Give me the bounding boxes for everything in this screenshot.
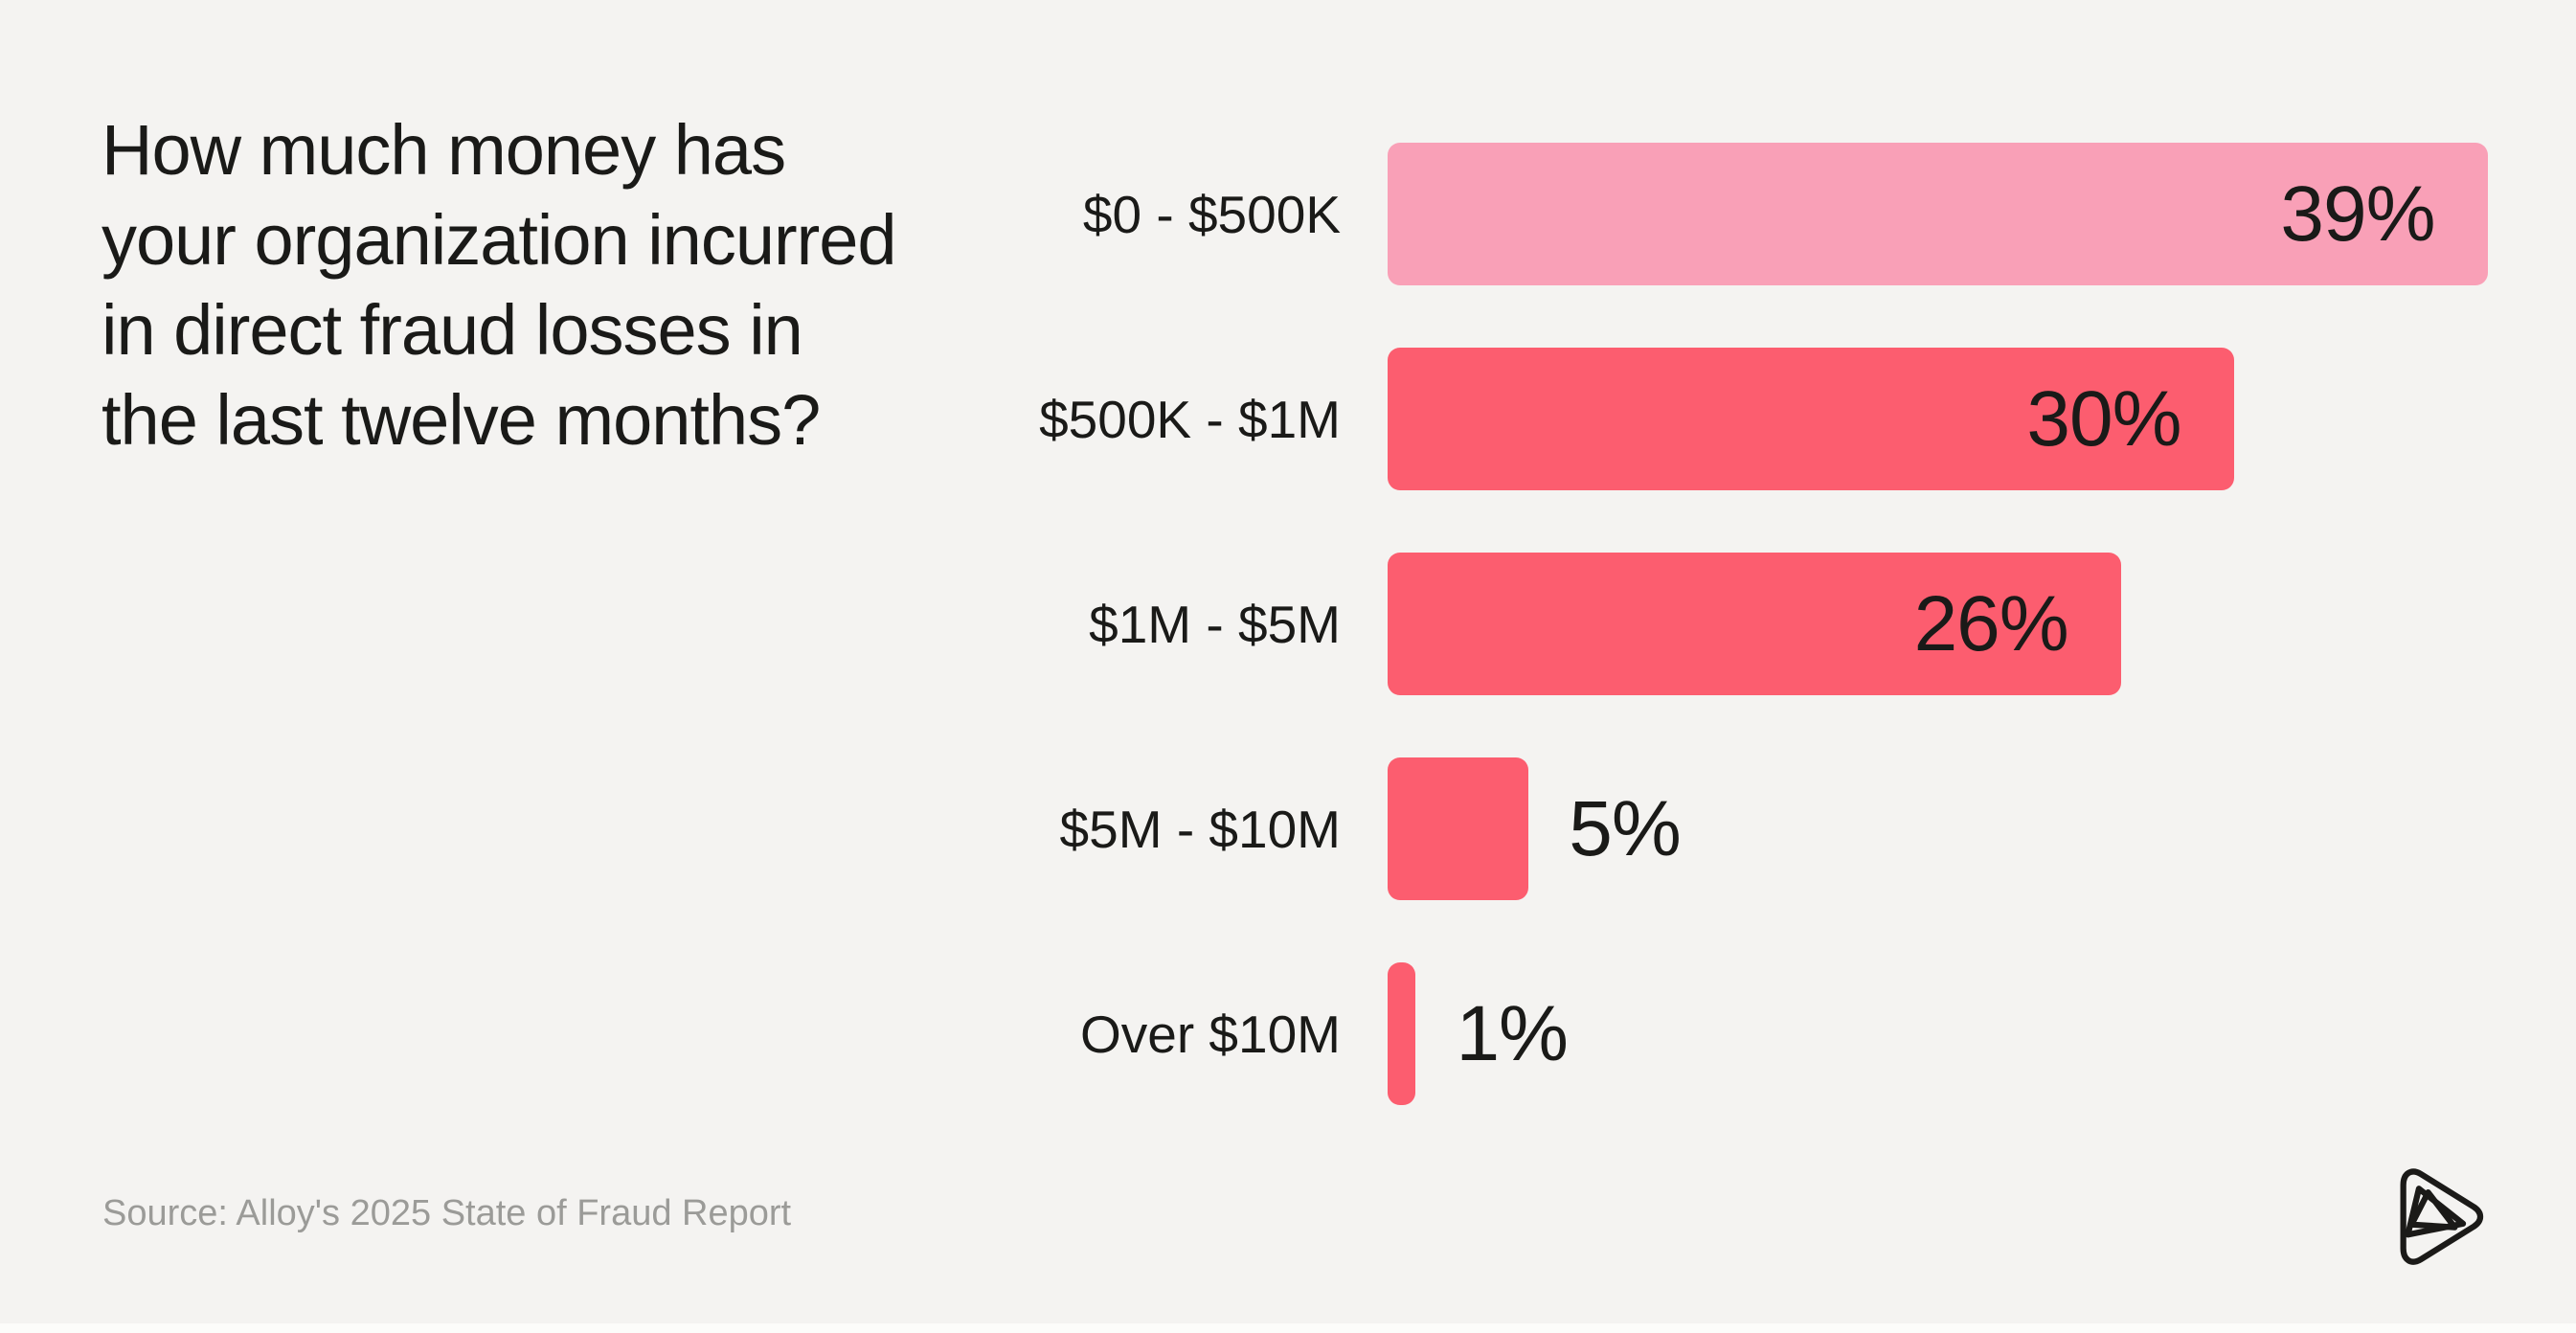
- chart-title: How much money has your organization inc…: [102, 110, 897, 460]
- bar-chart: $0 - $500K 39% $500K - $1M 30% $1M - $5M…: [0, 143, 2576, 1167]
- bar: 26%: [1388, 553, 2121, 695]
- bar-row: Over $10M 1%: [0, 962, 2576, 1105]
- bottom-edge-strip: [0, 1323, 2576, 1333]
- category-label: $1M - $5M: [1089, 594, 1341, 654]
- value-label: 26%: [1913, 579, 2069, 667]
- bar-row: $5M - $10M 5%: [0, 757, 2576, 900]
- value-label: 5%: [1569, 784, 1682, 872]
- bar-row: $500K - $1M 30%: [0, 348, 2576, 490]
- category-label: $500K - $1M: [1039, 389, 1341, 449]
- category-label: Over $10M: [1079, 1004, 1341, 1064]
- value-label: 39%: [2280, 169, 2435, 258]
- bar: 30%: [1388, 348, 2234, 490]
- value-label: 30%: [2026, 374, 2181, 463]
- category-label: $5M - $10M: [1059, 799, 1341, 859]
- bar-row: $1M - $5M 26%: [0, 553, 2576, 695]
- alloy-logo-icon: [2400, 1168, 2484, 1265]
- value-label: 1%: [1456, 989, 1569, 1077]
- bar: 39%: [1388, 143, 2488, 285]
- source-note: Source: Alloy's 2025 State of Fraud Repo…: [102, 1193, 792, 1233]
- bar-row: $0 - $500K 39%: [0, 143, 2576, 285]
- bar: [1388, 757, 1529, 900]
- category-label: $0 - $500K: [1082, 184, 1341, 244]
- bar: [1388, 962, 1416, 1105]
